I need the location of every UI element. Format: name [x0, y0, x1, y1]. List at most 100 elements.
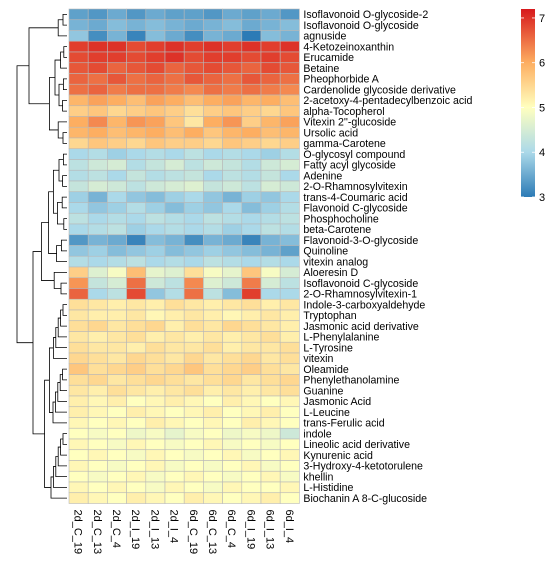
heatmap-cell [107, 374, 127, 386]
heatmap-cell [164, 19, 185, 31]
heatmap-cell [203, 83, 223, 96]
heatmap-cell [260, 255, 281, 268]
heatmap-cell [68, 406, 89, 418]
column-label: 2d_C_4 [110, 510, 122, 549]
heatmap-cell [241, 363, 262, 375]
heatmap-cell [203, 470, 223, 483]
heatmap-cell [164, 363, 185, 375]
heatmap-cell [145, 62, 166, 74]
heatmap-cell [68, 83, 89, 96]
heatmap-cell [241, 40, 262, 53]
heatmap-cell [107, 191, 127, 203]
heatmap-cell [68, 438, 89, 451]
heatmap-cell [279, 395, 300, 408]
heatmap-cell [87, 137, 108, 150]
heatmap-cell [145, 94, 166, 107]
heatmap-cell [68, 62, 89, 74]
heatmap-cell [145, 51, 166, 64]
heatmap-cell [241, 277, 262, 289]
heatmap-cell [87, 83, 108, 96]
heatmap-cell [126, 159, 147, 171]
heatmap-cell [145, 438, 166, 451]
heatmap-cell [87, 374, 108, 386]
heatmap-cell [222, 460, 243, 472]
heatmap-cell [164, 73, 185, 85]
heatmap-cell [260, 83, 281, 96]
row-label: Cardenolide glycoside derivative [303, 84, 456, 96]
dendrogram-branch [62, 99, 67, 112]
heatmap-cell [145, 212, 166, 225]
heatmap-cell [145, 384, 166, 397]
column-label: 2d_I_13 [148, 510, 160, 550]
heatmap-cell [260, 395, 281, 408]
heatmap-cell [241, 62, 262, 74]
dendrogram-branch [62, 175, 67, 187]
heatmap-cell [164, 406, 185, 418]
heatmap-cell [183, 116, 204, 128]
heatmap-cell [279, 148, 300, 160]
heatmap-cell [68, 384, 89, 397]
heatmap-cell [68, 51, 89, 64]
row-label: Flavonoid-3-O-glycoside [303, 235, 418, 247]
heatmap-cell [203, 19, 223, 31]
heatmap-cell [203, 51, 223, 64]
heatmap-cell [107, 406, 127, 418]
row-label: Indole-3-carboxyaldehyde [303, 299, 425, 311]
heatmap-cell [87, 8, 108, 21]
heatmap-cell [183, 40, 204, 53]
row-label: Lineolic acid derivative [303, 439, 410, 451]
heatmap-cell [107, 266, 127, 279]
heatmap-cell [260, 406, 281, 418]
heatmap-cell [183, 331, 204, 343]
heatmap-cell [183, 169, 204, 182]
heatmap-cell [260, 191, 281, 203]
heatmap-cell [260, 148, 281, 160]
heatmap-cell [68, 223, 89, 236]
heatmap-cell [164, 105, 185, 117]
heatmap-cell [183, 62, 204, 74]
heatmap-cell [183, 180, 204, 193]
heatmap-cell [279, 180, 300, 193]
heatmap-cell [241, 94, 262, 107]
heatmap-cell [279, 374, 300, 386]
row-label: 4-Ketozeinoxanthin [303, 41, 394, 53]
heatmap-cells [68, 8, 300, 504]
heatmap-cell [107, 245, 127, 257]
heatmap-cell [203, 374, 223, 386]
heatmap-cell [107, 234, 127, 246]
heatmap-cell [126, 352, 147, 365]
heatmap-cell [145, 481, 166, 494]
heatmap-cell [241, 255, 262, 268]
heatmap-cell [260, 73, 281, 85]
heatmap-cell [222, 449, 243, 461]
heatmap-cell [126, 137, 147, 150]
heatmap-cell [222, 277, 243, 289]
heatmap-cell [203, 73, 223, 85]
heatmap-cell [183, 245, 204, 257]
heatmap-cell [203, 234, 223, 246]
heatmap-cell [183, 460, 204, 472]
heatmap-cell [68, 481, 89, 494]
row-label: alpha-Tocopherol [303, 106, 384, 118]
heatmap-cell [203, 352, 223, 365]
heatmap-cell [279, 169, 300, 182]
heatmap-cell [222, 83, 243, 96]
heatmap-cell [183, 309, 204, 322]
heatmap-cell [222, 245, 243, 257]
row-dendrogram [16, 13, 67, 499]
heatmap-cell [107, 277, 127, 289]
heatmap-cell [107, 105, 127, 117]
heatmap-cell [279, 384, 300, 397]
heatmap-cell [145, 255, 166, 268]
heatmap-cell [279, 460, 300, 472]
row-label: Jasmonic Acid [303, 396, 371, 408]
heatmap-cell [183, 159, 204, 171]
row-label: L-Leucine [303, 407, 350, 419]
heatmap-cell [241, 148, 262, 160]
heatmap-cell [87, 116, 108, 128]
heatmap-cell [145, 169, 166, 182]
heatmap-cell [279, 30, 300, 42]
row-label: agnuside [303, 31, 346, 43]
heatmap-cell [126, 288, 147, 300]
row-label: L-Tyrosine [303, 342, 353, 354]
